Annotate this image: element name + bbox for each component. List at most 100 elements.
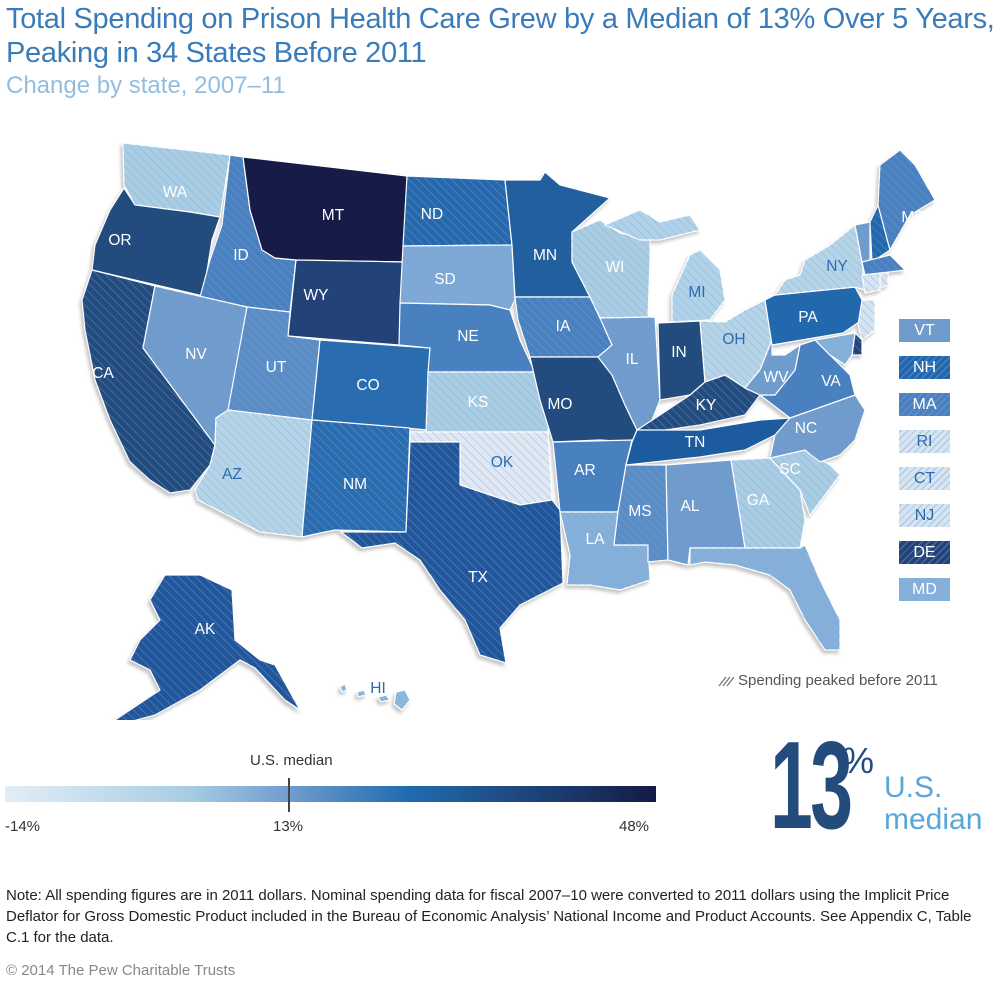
state-label: IL <box>626 351 639 368</box>
state-label: HI <box>370 680 386 697</box>
state-label: VA <box>821 373 841 390</box>
peaked-hatch <box>731 458 805 548</box>
side-box-ma: MA <box>899 393 950 416</box>
state-fl <box>689 544 841 651</box>
state-ak <box>113 574 301 720</box>
peaked-hatch <box>400 245 515 310</box>
median-tick <box>288 778 290 812</box>
median-callout-percent: % <box>842 740 875 781</box>
state-label: TN <box>685 434 706 451</box>
peaked-hatch <box>690 545 840 650</box>
peaked-hatch <box>515 297 612 357</box>
state-label: OK <box>491 454 514 471</box>
side-box-ri: RI <box>899 430 950 453</box>
state-label: TX <box>468 569 488 586</box>
chart-title: Total Spending on Prison Health Care Gre… <box>6 3 995 69</box>
peaked-hatch <box>862 273 880 293</box>
state-nm <box>301 419 411 538</box>
state-label: NC <box>795 420 817 437</box>
state-shape <box>377 694 392 703</box>
peaked-hatch <box>82 270 215 493</box>
peaked-hatch <box>770 395 865 462</box>
peaked-hatch <box>341 442 563 663</box>
state-label: ND <box>421 206 443 223</box>
median-callout-line2: median <box>884 803 983 836</box>
state-label: PA <box>798 309 818 326</box>
state-label: ME <box>901 209 924 226</box>
peaked-hatch <box>700 300 772 388</box>
state-tx <box>339 441 564 664</box>
us-map: WA OR CA ID MT WY NV UT CO AZ NM ND SD NE KS OK TX MN IA MO… <box>81 142 936 720</box>
peaked-hatch <box>410 432 552 505</box>
state-label: MI <box>688 284 705 301</box>
median-callout-label: U.S. median <box>884 772 982 836</box>
state-hi <box>339 683 411 711</box>
peaked-hatch <box>302 420 410 537</box>
state-wi <box>571 219 651 319</box>
state-md <box>813 332 856 366</box>
state-label: ID <box>233 247 249 264</box>
state-mi <box>603 209 726 323</box>
color-scale-bar <box>5 786 656 802</box>
peaked-hatch <box>228 307 320 420</box>
state-ks <box>425 371 549 433</box>
state-label: CO <box>356 377 379 394</box>
state-label: AR <box>574 462 596 479</box>
footnote: Note: All spending figures are in 2011 d… <box>6 887 972 946</box>
state-label: WA <box>163 184 188 201</box>
state-me <box>877 149 936 252</box>
state-label: GA <box>747 492 770 509</box>
peaked-hatch <box>200 155 296 312</box>
scale-max-label: 48% <box>619 818 650 835</box>
peaked-hatch <box>143 286 247 445</box>
state-label: CA <box>92 365 114 382</box>
peaked-hatch <box>572 220 650 318</box>
peaked-hatch <box>403 176 512 246</box>
median-callout-line1: U.S. <box>884 771 943 804</box>
state-label: NM <box>343 476 367 493</box>
side-box-nj: NJ <box>899 504 950 527</box>
state-label: WV <box>764 369 790 386</box>
median-callout-number: 13 <box>770 717 853 855</box>
state-ms <box>613 464 669 563</box>
state-sd <box>399 244 516 311</box>
state-label: NY <box>826 258 848 275</box>
scale-median-label: 13% <box>273 818 304 835</box>
peaked-hatch <box>770 450 840 515</box>
median-label: U.S. median <box>250 752 333 769</box>
state-nd <box>402 175 513 247</box>
state-label: MN <box>533 247 557 264</box>
state-label: OR <box>108 232 131 249</box>
state-label: KS <box>468 394 489 411</box>
peaked-hatch <box>745 340 800 395</box>
peaked-hatch <box>858 300 875 340</box>
peaked-legend: Spending peaked before 2011 <box>718 672 938 689</box>
state-label: KY <box>696 397 717 414</box>
chart-subtitle: Change by state, 2007–11 <box>6 72 286 99</box>
state-ut <box>227 306 321 421</box>
state-label: AL <box>681 498 700 515</box>
state-ct <box>861 272 881 294</box>
peaked-hatch <box>775 225 865 295</box>
peaked-hatch <box>195 410 312 537</box>
state-label: IN <box>671 344 687 361</box>
side-box-nh: NH <box>899 356 950 379</box>
state-ky <box>635 374 761 434</box>
peaked-hatch <box>598 317 660 430</box>
side-box-md: MD <box>899 578 950 601</box>
side-box-ct: CT <box>899 467 950 490</box>
peaked-legend-label: Spending peaked before 2011 <box>738 672 938 689</box>
state-label: AZ <box>222 466 242 483</box>
state-label: NV <box>185 346 207 363</box>
state-ga <box>730 457 806 549</box>
peaked-hatch <box>115 575 300 720</box>
side-box-vt: VT <box>899 319 950 342</box>
state-il <box>597 316 661 431</box>
peaked-hatch <box>878 150 935 250</box>
state-wv <box>744 339 801 396</box>
peaked-hatch <box>614 465 668 562</box>
peaked-hatch <box>672 250 725 322</box>
scale-min-label: -14% <box>5 818 41 835</box>
state-label: LA <box>586 531 606 548</box>
state-nj <box>857 299 876 342</box>
